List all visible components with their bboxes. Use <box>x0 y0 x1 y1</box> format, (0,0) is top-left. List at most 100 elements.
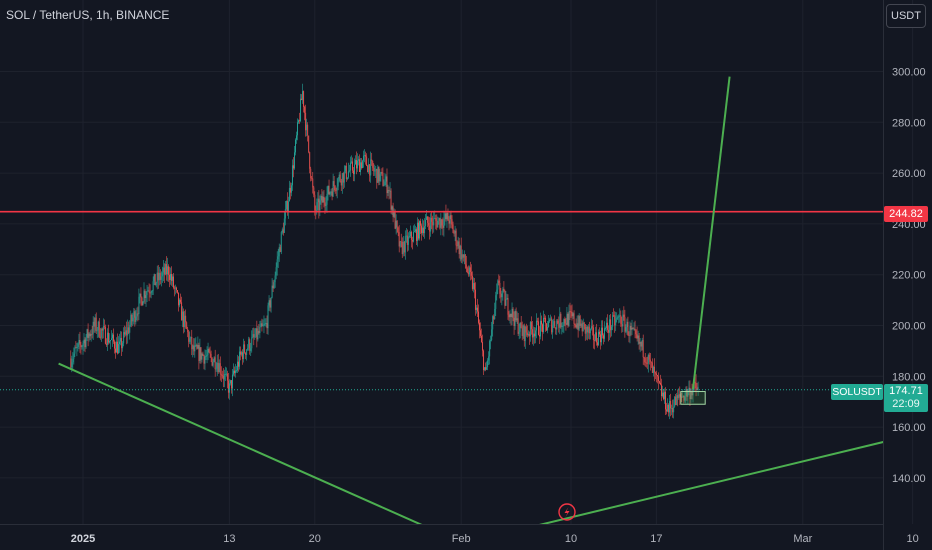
candle <box>294 145 295 170</box>
candle <box>216 354 218 376</box>
candle <box>134 308 136 327</box>
candle <box>321 189 323 210</box>
candle <box>95 312 97 334</box>
candle <box>146 285 148 303</box>
candle <box>96 326 98 338</box>
candle <box>283 211 285 234</box>
candle <box>557 318 559 325</box>
candle <box>296 131 297 144</box>
trend-line[interactable] <box>58 362 425 527</box>
candle <box>317 192 319 211</box>
candle <box>486 361 488 370</box>
candle <box>307 122 309 142</box>
candle <box>488 351 490 366</box>
bar-countdown: 22:09 <box>892 398 920 410</box>
candle <box>358 156 359 166</box>
candle <box>233 363 234 377</box>
candle <box>586 325 588 341</box>
candle <box>337 177 339 191</box>
candle <box>154 274 156 286</box>
candle <box>668 403 670 417</box>
candle <box>205 349 207 360</box>
candle <box>568 304 570 327</box>
candle <box>403 240 405 257</box>
rectangle-drawing[interactable] <box>680 391 706 405</box>
candle <box>576 315 578 330</box>
candle <box>561 322 563 335</box>
drawings[interactable] <box>0 76 932 527</box>
candle <box>640 341 642 351</box>
candle <box>198 342 200 370</box>
candle <box>273 279 275 289</box>
candle <box>266 315 268 334</box>
candle <box>607 314 609 334</box>
candle <box>160 271 162 287</box>
candle <box>463 250 465 265</box>
candle <box>399 240 401 248</box>
candle <box>420 218 421 235</box>
candle <box>467 265 469 277</box>
candle <box>519 322 521 339</box>
candle <box>655 370 657 383</box>
candle <box>480 322 481 338</box>
candle <box>515 307 517 323</box>
candle <box>310 166 312 182</box>
candle <box>345 162 347 182</box>
candle <box>523 323 525 347</box>
price-axis[interactable]: 300.00280.00260.00240.00220.00200.00180.… <box>892 67 926 485</box>
candle <box>202 351 204 356</box>
candle <box>613 308 615 318</box>
candle <box>558 316 560 333</box>
candle <box>87 323 89 347</box>
candle <box>428 216 430 231</box>
candle <box>473 278 475 299</box>
trend-line[interactable] <box>692 76 731 390</box>
candle <box>376 168 378 189</box>
candle <box>143 282 145 304</box>
candle <box>638 332 640 350</box>
candle <box>498 274 500 286</box>
candle <box>507 294 509 320</box>
candle <box>504 289 506 309</box>
candle <box>408 230 410 239</box>
candle <box>125 326 127 337</box>
candle <box>547 320 549 334</box>
candle <box>223 369 225 388</box>
time-axis[interactable]: 2025 13 20 Feb 10 17 Mar 10 <box>71 533 919 545</box>
candle <box>443 210 445 237</box>
horizontal-line-price-label: 244.82 <box>884 206 928 222</box>
candle <box>530 316 532 335</box>
candle <box>636 326 638 342</box>
candle <box>247 344 249 351</box>
candle <box>551 316 553 335</box>
candle <box>471 271 473 291</box>
candle <box>430 213 432 237</box>
candle <box>489 339 491 365</box>
candle <box>299 112 300 124</box>
candle <box>582 318 584 332</box>
candle <box>457 236 459 249</box>
candle <box>690 388 692 403</box>
candle <box>383 179 385 187</box>
time-tick-label: 13 <box>223 533 235 545</box>
candle <box>546 323 548 332</box>
candle <box>627 316 629 336</box>
candle <box>214 349 216 377</box>
candle <box>86 328 88 341</box>
trend-line[interactable] <box>534 397 932 527</box>
candle <box>396 220 398 233</box>
candle <box>293 157 294 178</box>
candle <box>663 389 664 401</box>
candle <box>93 317 95 333</box>
candle <box>436 214 438 231</box>
candle <box>327 185 329 201</box>
currency-button[interactable]: USDT <box>886 4 926 28</box>
candle <box>334 185 336 194</box>
snapshot-icon[interactable] <box>558 503 576 521</box>
candle <box>654 371 656 380</box>
candle <box>301 94 303 101</box>
candle <box>556 319 558 336</box>
candle <box>222 368 224 388</box>
candle <box>592 324 594 349</box>
